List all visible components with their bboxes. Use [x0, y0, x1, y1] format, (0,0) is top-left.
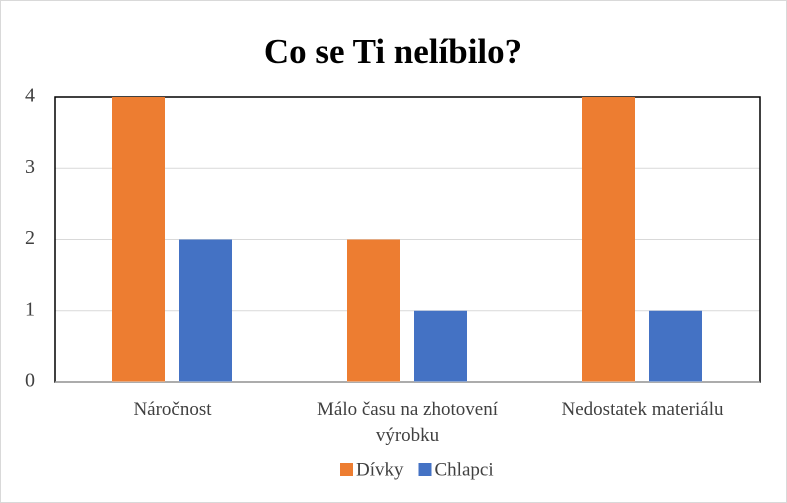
- y-tick-label: 2: [25, 227, 35, 249]
- y-tick-label: 0: [25, 370, 35, 392]
- x-tick-label: Nedostatek materiálu: [561, 399, 724, 420]
- y-tick-label: 3: [25, 156, 35, 178]
- bar: [582, 97, 635, 382]
- legend-swatch: [418, 463, 432, 476]
- x-tick-label: Málo času na zhotovení výrobku: [317, 399, 498, 446]
- bar: [179, 239, 232, 382]
- legend-label: Chlapci: [435, 459, 494, 480]
- bar: [347, 239, 400, 382]
- bar: [414, 310, 467, 382]
- legend-label: Dívky: [356, 459, 404, 480]
- y-tick-label: 4: [25, 85, 35, 107]
- bar: [649, 310, 702, 382]
- chart-title: Co se Ti nelíbilo?: [264, 32, 522, 71]
- legend-swatch: [340, 463, 353, 476]
- bar: [112, 97, 165, 382]
- x-tick-label: Náročnost: [133, 399, 212, 420]
- y-tick-label: 1: [25, 298, 35, 320]
